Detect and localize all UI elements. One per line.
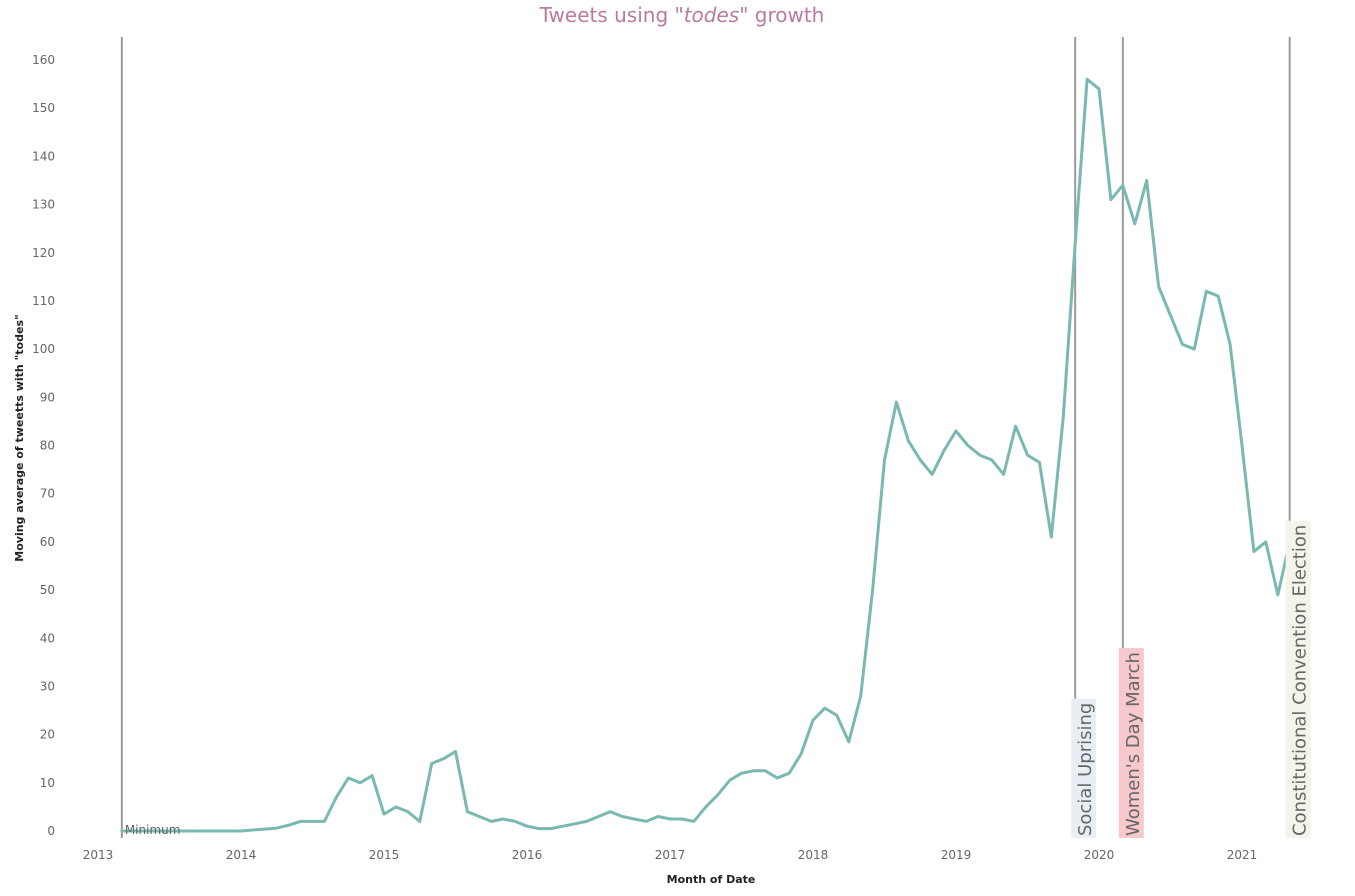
- title-suffix: " growth: [739, 3, 824, 27]
- chart-title: Tweets using "todes" growth: [539, 3, 825, 27]
- event-label-text: Women's Day March: [1123, 652, 1144, 836]
- y-tick-label: 90: [40, 390, 55, 404]
- event-label-text: Social Uprising: [1075, 703, 1096, 836]
- x-tick-label: 2019: [941, 848, 972, 862]
- y-axis-label: Moving average of tweetts with "todes": [13, 314, 26, 561]
- x-axis-label: Month of Date: [667, 873, 756, 886]
- series-line: [120, 77, 1292, 833]
- x-tick-label: 2013: [83, 848, 114, 862]
- y-tick-label: 130: [32, 198, 55, 212]
- reference-lines: [120, 37, 1291, 838]
- y-tick-label: 140: [32, 149, 55, 163]
- event-label: Social Uprising: [1071, 698, 1097, 838]
- event-label-background: [1118, 648, 1144, 838]
- y-tick-label: 70: [40, 487, 55, 501]
- y-tick-label: 160: [32, 53, 55, 67]
- event-label-background: [1285, 520, 1311, 838]
- y-tick-label: 150: [32, 101, 55, 115]
- x-tick-label: 2018: [798, 848, 829, 862]
- y-tick-label: 30: [40, 679, 55, 693]
- y-tick-label: 50: [40, 583, 55, 597]
- event-label: Women's Day March: [1118, 648, 1144, 838]
- y-tick-label: 100: [32, 342, 55, 356]
- title-prefix: Tweets using ": [539, 3, 684, 27]
- title-emphasis: todes: [684, 3, 740, 27]
- event-label-text: Constitutional Convention Election: [1290, 525, 1311, 836]
- x-tick-label: 2014: [226, 848, 257, 862]
- y-tick-label: 20: [40, 728, 55, 742]
- x-tick-label: 2016: [512, 848, 543, 862]
- minimum-label: Minimum: [125, 823, 181, 837]
- x-tick-label: 2021: [1227, 848, 1258, 862]
- y-tick-label: 40: [40, 631, 55, 645]
- x-axis-ticks: 2013 2014 2015 2016 2017 2018 2019 2020 2021: [83, 848, 1258, 862]
- x-tick-label: 2015: [369, 848, 400, 862]
- y-tick-label: 120: [32, 246, 55, 260]
- y-tick-label: 0: [47, 824, 55, 838]
- reference-labels: Minimum Social Uprising Women's Day March C…: [125, 520, 1311, 838]
- y-tick-label: 110: [32, 294, 55, 308]
- x-tick-label: 2020: [1084, 848, 1115, 862]
- x-tick-label: 2017: [655, 848, 686, 862]
- event-label-background: [1071, 698, 1097, 838]
- event-label: Constitutional Convention Election: [1285, 520, 1311, 838]
- series-group: [120, 77, 1292, 833]
- y-tick-label: 80: [40, 439, 55, 453]
- y-axis-ticks: 0 10 20 30 40 50 60 70 80 90 100 110 120 130 140 150 160: [32, 53, 55, 838]
- y-tick-label: 60: [40, 535, 55, 549]
- y-tick-label: 10: [40, 776, 55, 790]
